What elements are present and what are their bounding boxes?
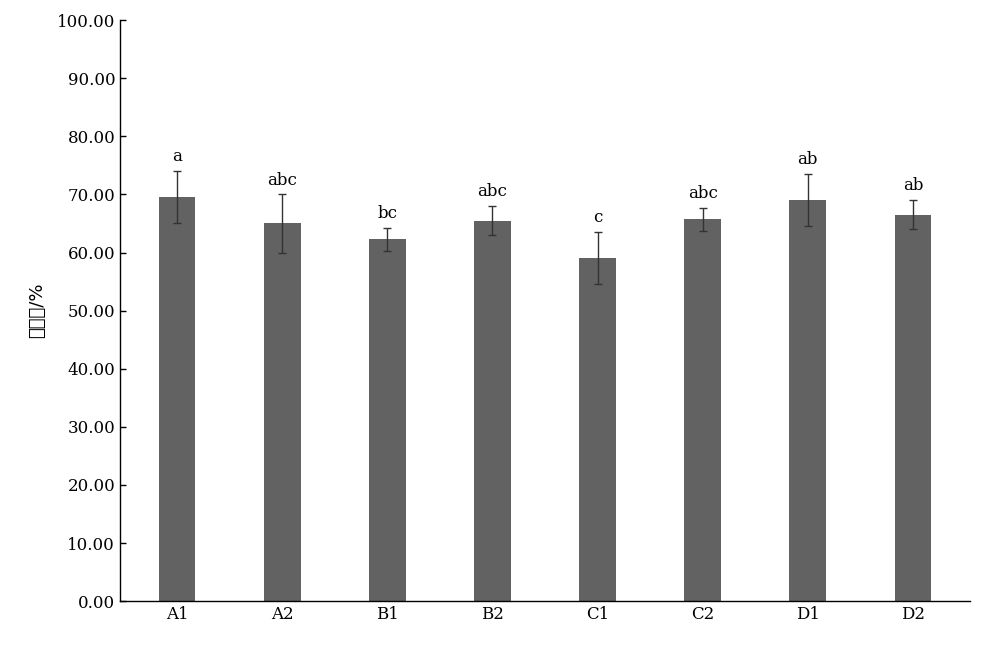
Text: ab: ab <box>903 178 923 194</box>
Text: c: c <box>593 209 602 226</box>
Text: bc: bc <box>377 204 397 222</box>
Bar <box>684 219 721 601</box>
Text: abc: abc <box>688 185 718 202</box>
Bar <box>159 197 195 601</box>
Text: a: a <box>172 148 182 165</box>
Y-axis label: 可食率/%: 可食率/% <box>28 283 46 339</box>
Bar <box>895 214 931 601</box>
Bar <box>264 223 301 601</box>
Bar <box>579 259 616 601</box>
Text: abc: abc <box>267 172 297 188</box>
Bar <box>369 239 406 601</box>
Text: ab: ab <box>798 151 818 168</box>
Bar <box>474 220 511 601</box>
Bar <box>789 200 826 601</box>
Text: abc: abc <box>477 183 507 200</box>
